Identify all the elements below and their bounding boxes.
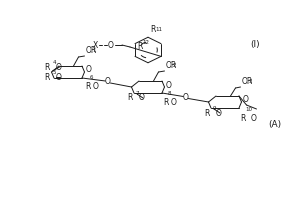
Text: O: O xyxy=(166,80,171,90)
Text: 2: 2 xyxy=(172,63,176,68)
Text: O: O xyxy=(171,98,177,107)
Text: O: O xyxy=(251,114,257,123)
Text: (I): (I) xyxy=(250,40,260,49)
Text: X: X xyxy=(92,40,98,49)
Text: O: O xyxy=(56,72,62,82)
Text: O: O xyxy=(139,94,145,102)
Text: O: O xyxy=(216,108,222,117)
Text: R: R xyxy=(128,94,133,102)
Text: O: O xyxy=(182,93,188,102)
Text: 3: 3 xyxy=(248,79,252,84)
Text: OR: OR xyxy=(166,61,177,70)
Text: 6: 6 xyxy=(90,75,94,80)
Text: 9: 9 xyxy=(213,106,217,111)
Text: 4: 4 xyxy=(52,60,56,65)
Text: O: O xyxy=(242,96,248,104)
Text: R: R xyxy=(205,108,210,117)
Text: 8: 8 xyxy=(168,91,172,96)
Text: 1: 1 xyxy=(92,48,96,53)
Text: OR: OR xyxy=(85,46,97,55)
Text: O: O xyxy=(56,62,62,72)
Text: O: O xyxy=(108,40,114,49)
Text: O: O xyxy=(104,77,110,86)
Text: 5: 5 xyxy=(52,70,56,75)
Text: R: R xyxy=(163,98,168,107)
Text: R: R xyxy=(44,72,50,82)
Text: R: R xyxy=(150,25,155,34)
Text: OR: OR xyxy=(242,77,253,86)
Text: 12: 12 xyxy=(142,40,149,45)
Text: 11: 11 xyxy=(155,27,162,32)
Text: R: R xyxy=(240,114,245,123)
Text: R: R xyxy=(137,42,142,51)
Text: (A): (A) xyxy=(268,120,282,130)
Text: 7: 7 xyxy=(136,91,140,96)
Text: R: R xyxy=(85,82,90,91)
Text: O: O xyxy=(93,82,99,91)
Text: R: R xyxy=(44,62,50,72)
Text: O: O xyxy=(85,66,91,74)
Text: 10: 10 xyxy=(245,107,252,112)
